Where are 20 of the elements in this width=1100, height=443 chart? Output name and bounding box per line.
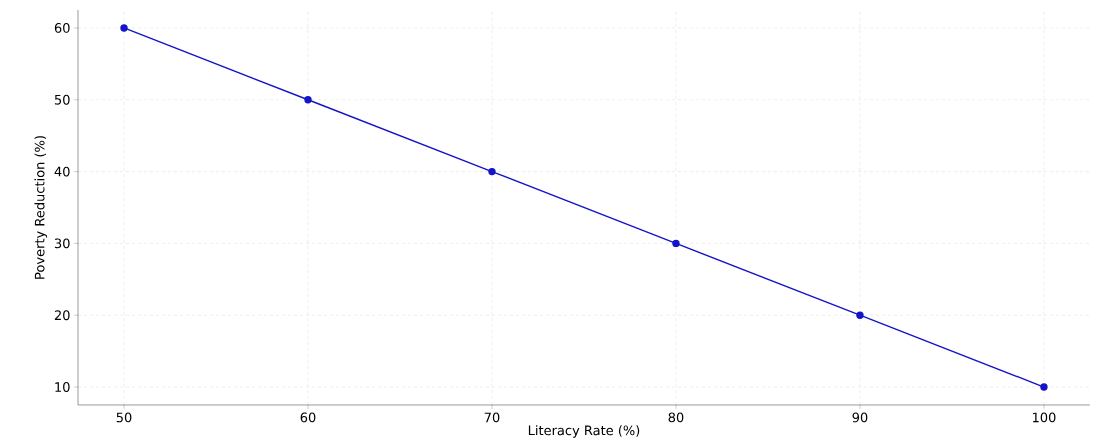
x-tick-label: 50 [116, 412, 132, 423]
point [672, 239, 680, 248]
x-tick-label: 60 [300, 412, 316, 423]
y-tick-label: 20 [54, 310, 70, 321]
point [488, 167, 496, 176]
y-tick-label: 10 [55, 382, 70, 392]
y-tick-label: 50 [54, 94, 70, 105]
point [856, 311, 864, 319]
x-tick-label: 80 [668, 412, 684, 423]
point [304, 96, 312, 104]
y-tick-label: 60 [54, 23, 70, 33]
x-tick-label: 90 [852, 412, 868, 423]
x-axis-title: Literacy Rate (%) [528, 425, 640, 438]
x-tick-label: 70 [484, 412, 500, 423]
y-tick-label: 30 [54, 238, 70, 249]
y-axis-title: Poverty Reduction (%) [34, 136, 48, 279]
point [1040, 383, 1048, 391]
y-tick-label: 40 [54, 166, 70, 177]
x-tick-label: 100 [1032, 412, 1056, 423]
point [120, 24, 128, 32]
